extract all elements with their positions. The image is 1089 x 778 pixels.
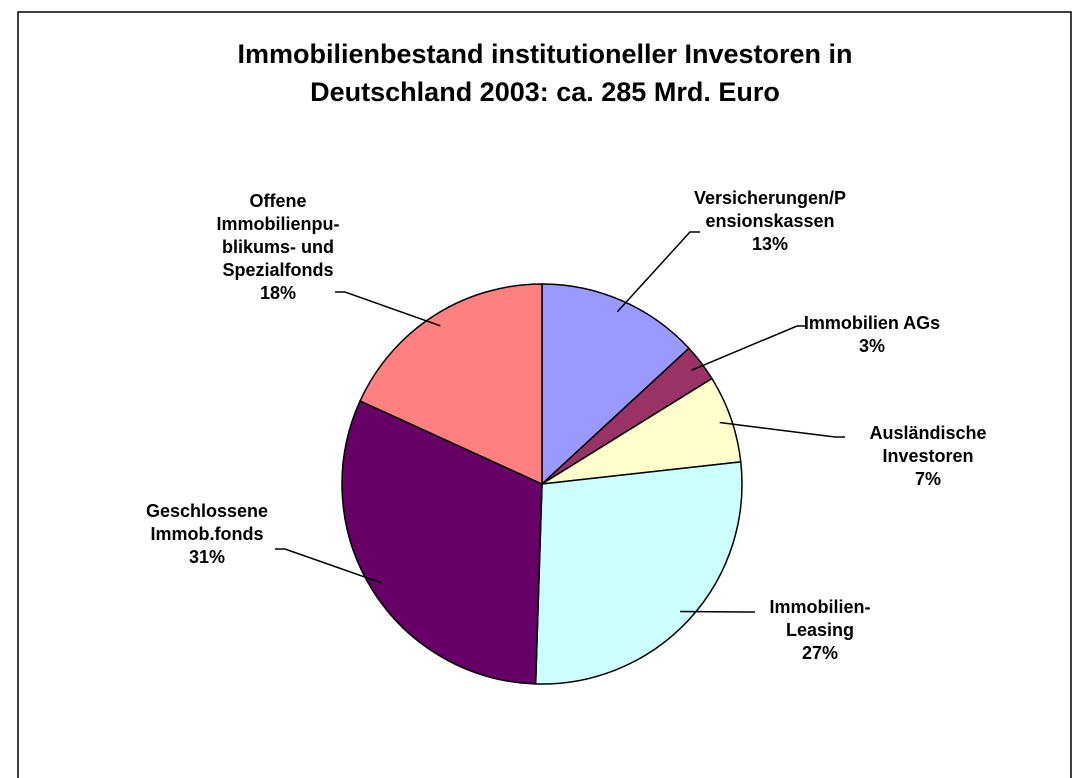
leader-line: [616, 231, 700, 313]
slice-label: Versicherungen/P ensionskassen 13%: [694, 187, 846, 256]
pie-slice: [534, 461, 743, 685]
slice-label: Geschlossene Immob.fonds 31%: [146, 500, 268, 569]
category-label: Immobilien AGs: [803, 313, 941, 333]
slice-label: Offene Immobilienpu- blikums- und Spezia…: [217, 190, 340, 305]
slice-label: Immobilien- Leasing 27%: [769, 596, 870, 665]
value-label: 13%: [751, 234, 789, 254]
value-label: 7%: [914, 469, 942, 489]
leader-line: [335, 291, 441, 327]
slice-label: Ausländische Investoren 7%: [869, 422, 986, 491]
pie-slice: [541, 283, 690, 486]
category-label: Geschlossene Immob.fonds: [145, 501, 269, 544]
leader-line: [691, 325, 805, 371]
value-label: 18%: [259, 283, 297, 303]
chart-frame: [17, 11, 1072, 778]
category-label: Versicherungen/P ensionskassen: [693, 188, 847, 231]
slice-label: Immobilien AGs 3%: [804, 312, 940, 358]
value-label: 3%: [858, 336, 886, 356]
pie-slice: [341, 399, 543, 685]
leader-line: [275, 548, 383, 584]
value-label: 31%: [188, 547, 226, 567]
category-label: Immobilien- Leasing: [769, 597, 871, 640]
category-label: Ausländische Investoren: [869, 423, 987, 466]
value-label: 27%: [801, 643, 839, 663]
chart-title: Immobilienbestand institutioneller Inves…: [237, 39, 853, 107]
leader-line: [719, 421, 845, 438]
pie-slice: [359, 283, 543, 486]
category-label: Offene Immobilienpu- blikums- und Spezia…: [216, 191, 340, 280]
